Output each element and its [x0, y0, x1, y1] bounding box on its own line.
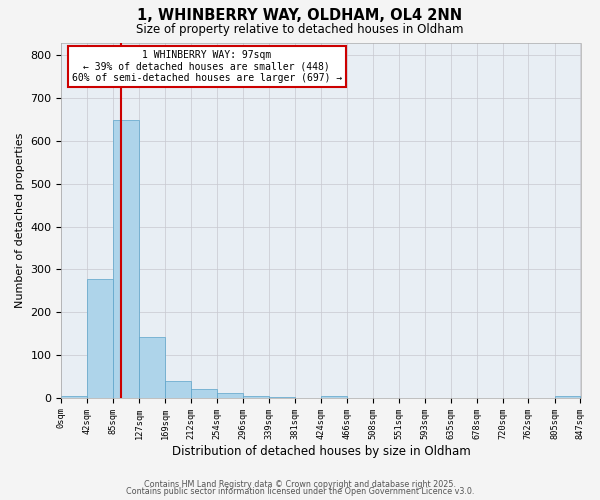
Bar: [217, 394, 243, 398]
Bar: [61, 396, 87, 398]
Bar: [87, 278, 113, 398]
Text: 1, WHINBERRY WAY, OLDHAM, OL4 2NN: 1, WHINBERRY WAY, OLDHAM, OL4 2NN: [137, 8, 463, 22]
Bar: [555, 396, 580, 398]
Text: Contains public sector information licensed under the Open Government Licence v3: Contains public sector information licen…: [126, 487, 474, 496]
Text: Size of property relative to detached houses in Oldham: Size of property relative to detached ho…: [136, 22, 464, 36]
X-axis label: Distribution of detached houses by size in Oldham: Distribution of detached houses by size …: [172, 444, 470, 458]
Bar: [139, 336, 165, 398]
Bar: [165, 382, 191, 398]
Bar: [113, 120, 139, 398]
Text: 1 WHINBERRY WAY: 97sqm
← 39% of detached houses are smaller (448)
60% of semi-de: 1 WHINBERRY WAY: 97sqm ← 39% of detached…: [71, 50, 342, 83]
Text: Contains HM Land Registry data © Crown copyright and database right 2025.: Contains HM Land Registry data © Crown c…: [144, 480, 456, 489]
Bar: [243, 396, 269, 398]
Y-axis label: Number of detached properties: Number of detached properties: [15, 132, 25, 308]
Bar: [191, 389, 217, 398]
Bar: [269, 397, 295, 398]
Bar: [321, 396, 347, 398]
